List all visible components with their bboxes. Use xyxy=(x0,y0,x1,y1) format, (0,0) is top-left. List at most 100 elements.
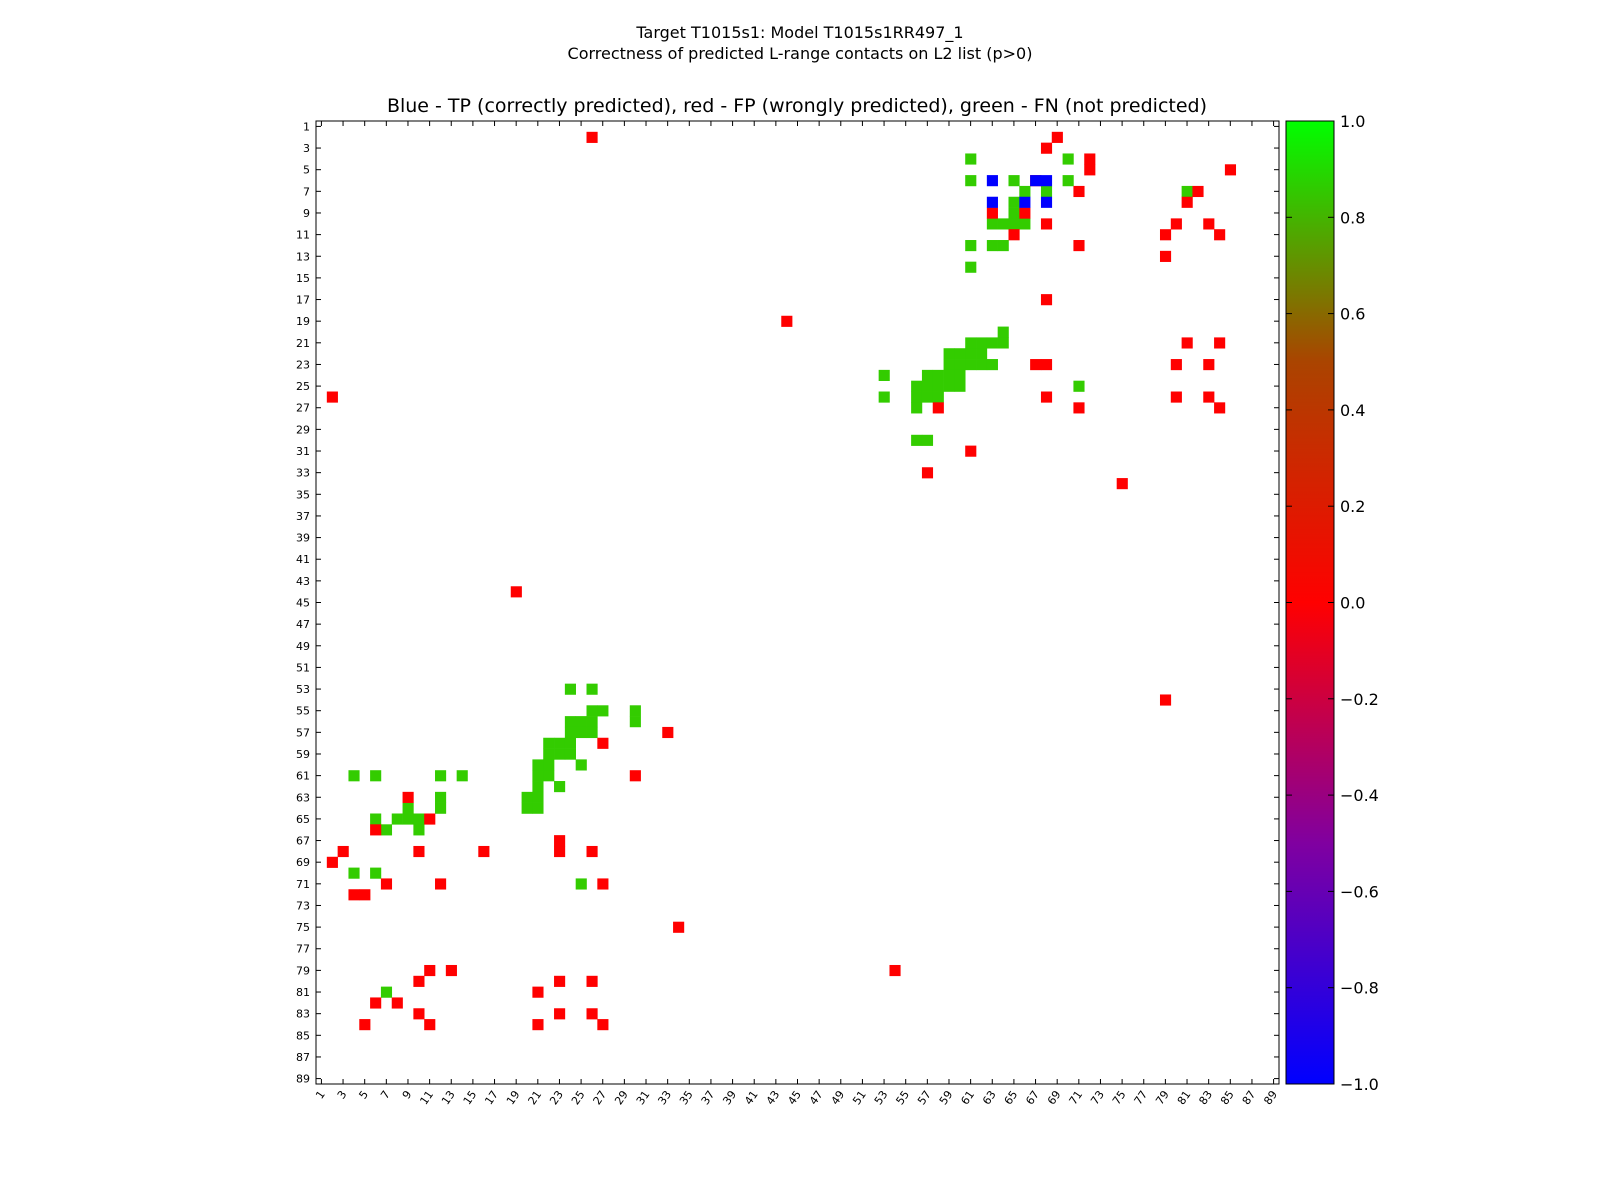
y-tick-label: 19 xyxy=(296,315,310,328)
fp-cell xyxy=(629,770,641,782)
y-tick-label: 35 xyxy=(296,488,310,501)
fn-cell xyxy=(532,791,544,803)
fn-cell xyxy=(932,391,944,403)
fp-cell xyxy=(424,964,436,977)
fp-cell xyxy=(359,1019,371,1031)
x-tick-label: 37 xyxy=(699,1088,718,1107)
fn-cell xyxy=(932,369,944,381)
colorbar-tick-label: −0.4 xyxy=(1340,786,1379,805)
fn-cell xyxy=(586,726,598,739)
fn-cell xyxy=(586,705,598,717)
tp-cell xyxy=(1040,196,1053,208)
y-tick-label: 55 xyxy=(296,705,310,718)
x-tick-label: 25 xyxy=(569,1088,588,1107)
y-tick-label: 45 xyxy=(296,597,310,610)
fp-cell xyxy=(380,878,393,890)
fn-cell xyxy=(878,391,890,403)
fp-cell xyxy=(1073,402,1085,414)
fn-cell xyxy=(435,770,447,782)
fn-cell xyxy=(413,824,425,836)
fp-cell xyxy=(586,131,598,143)
y-tick-label: 85 xyxy=(296,1029,310,1042)
fp-cell xyxy=(402,791,414,803)
fn-cell xyxy=(911,434,923,446)
fp-cell xyxy=(445,964,457,977)
fn-cell xyxy=(878,369,890,381)
colorbar-tick-label: 1.0 xyxy=(1340,112,1365,131)
y-tick-label: 63 xyxy=(296,791,310,804)
fp-cell xyxy=(1192,185,1204,198)
y-tick-label: 71 xyxy=(296,878,310,891)
y-tick-label: 79 xyxy=(296,964,310,977)
y-tick-label: 17 xyxy=(296,294,310,307)
x-tick-label: 67 xyxy=(1023,1088,1042,1107)
x-tick-label: 87 xyxy=(1240,1088,1259,1107)
fp-cell xyxy=(554,835,566,847)
colorbar-tick-label: −0.8 xyxy=(1340,979,1379,998)
fp-cell xyxy=(1040,359,1053,371)
fp-cell xyxy=(1040,142,1053,154)
fp-cell xyxy=(1040,391,1053,403)
fp-cell xyxy=(1084,164,1096,176)
fn-cell xyxy=(943,380,955,392)
fp-cell xyxy=(965,445,977,457)
x-tick-label: 69 xyxy=(1045,1088,1064,1107)
fp-cell xyxy=(597,1019,609,1031)
fn-cell xyxy=(370,867,382,879)
fp-cell xyxy=(1159,250,1172,262)
fn-cell xyxy=(943,359,955,371)
y-tick-label: 51 xyxy=(296,661,310,674)
fp-cell xyxy=(597,878,609,890)
fp-cell xyxy=(1030,359,1042,371)
y-tick-label: 83 xyxy=(296,1008,310,1021)
x-tick-label: 7 xyxy=(378,1088,393,1101)
fn-cell xyxy=(965,337,977,349)
fn-cell xyxy=(402,802,414,814)
y-tick-label: 5 xyxy=(303,164,310,177)
y-tick-label: 53 xyxy=(296,683,310,696)
fn-cell xyxy=(564,737,576,749)
fn-cell xyxy=(1008,207,1020,219)
fp-cell xyxy=(413,975,425,987)
fp-cell xyxy=(1008,229,1020,241)
y-tick-label: 23 xyxy=(296,358,310,371)
y-tick-label: 57 xyxy=(296,726,310,739)
fp-cell xyxy=(413,1008,425,1020)
x-tick-label: 79 xyxy=(1153,1088,1172,1107)
fp-cell xyxy=(1214,337,1226,349)
chart-suptitle-line2: Correctness of predicted L-range contact… xyxy=(568,44,1033,63)
fn-cell xyxy=(391,813,403,825)
y-tick-label: 43 xyxy=(296,575,310,588)
fn-cell xyxy=(521,791,533,803)
tp-cell xyxy=(986,196,998,208)
fn-cell xyxy=(1062,153,1074,165)
fn-cell xyxy=(1008,175,1020,187)
contact-cells xyxy=(326,131,1237,1031)
y-tick-label: 3 xyxy=(303,142,310,155)
fn-cell xyxy=(543,759,555,771)
fn-cell xyxy=(976,359,988,371)
fp-cell xyxy=(1019,207,1031,219)
fp-cell xyxy=(413,845,425,858)
y-tick-label: 77 xyxy=(296,943,310,956)
fp-cell xyxy=(1214,402,1226,414)
fn-cell xyxy=(348,770,360,782)
x-tick-label: 41 xyxy=(742,1088,761,1107)
x-tick-label: 33 xyxy=(655,1088,674,1107)
fn-cell xyxy=(997,218,1009,230)
fn-cell xyxy=(586,683,598,695)
y-tick-label: 67 xyxy=(296,835,310,848)
fp-cell xyxy=(1159,229,1172,241)
fn-cell xyxy=(380,986,393,998)
fn-cell xyxy=(976,348,988,360)
fp-cell xyxy=(889,964,901,977)
x-tick-label: 21 xyxy=(526,1088,545,1107)
colorbar-ticks: 1.0 0.8 0.6 0.4 0.2 0.0 −0.2 −0.4 −0.6 −0.8 −1.0 xyxy=(1286,112,1379,1094)
colorbar-tick-label: 0.8 xyxy=(1340,208,1365,227)
fn-cell xyxy=(932,380,944,392)
fp-cell xyxy=(1224,164,1237,176)
y-tick-label: 13 xyxy=(296,250,310,263)
fp-cell xyxy=(1159,694,1172,706)
y-tick-label: 29 xyxy=(296,423,310,436)
y-tick-label: 73 xyxy=(296,899,310,912)
